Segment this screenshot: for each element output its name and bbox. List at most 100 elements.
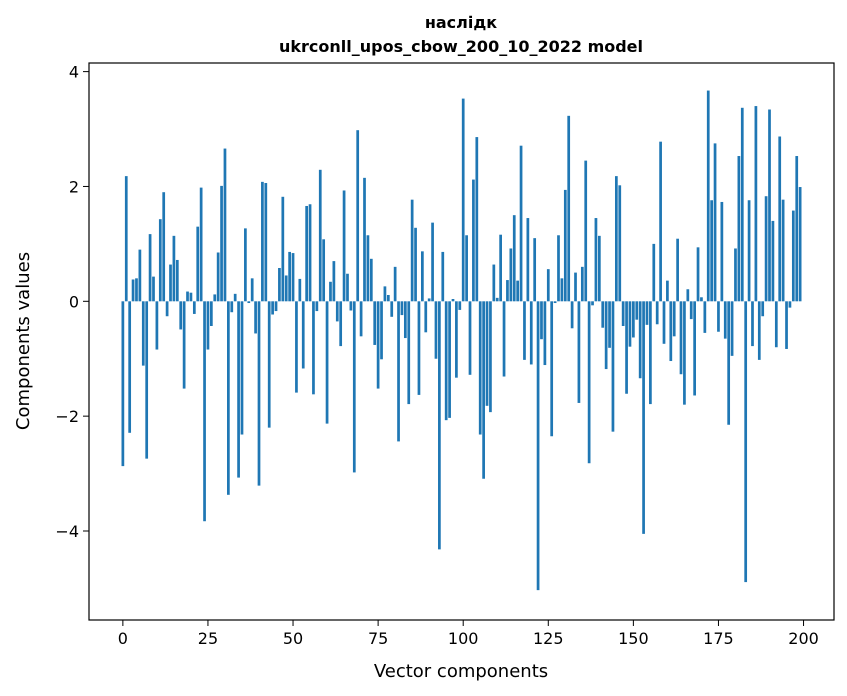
x-axis-label: Vector components — [374, 661, 548, 682]
bar — [577, 301, 581, 403]
bar — [141, 301, 145, 366]
bar — [288, 251, 291, 302]
bar — [315, 301, 319, 312]
bar — [461, 98, 465, 302]
bar — [591, 301, 594, 306]
bar — [233, 293, 237, 302]
bar — [795, 156, 799, 302]
bar — [209, 301, 213, 326]
bar — [506, 280, 509, 302]
bar — [604, 301, 608, 370]
bar — [335, 301, 339, 322]
bar — [791, 210, 795, 302]
y-tick-label: −4 — [55, 522, 79, 541]
bar — [284, 275, 288, 302]
bar — [322, 239, 326, 302]
bar — [329, 281, 332, 302]
bar — [502, 301, 506, 377]
x-axis-ticks: 0 25 50 75 100 125 150 175 200 — [118, 620, 819, 648]
bar — [611, 301, 615, 432]
bar — [247, 301, 251, 304]
bar — [608, 301, 611, 348]
bar — [400, 301, 404, 316]
bar — [720, 201, 724, 302]
bar — [427, 298, 431, 302]
bar — [359, 301, 363, 337]
bar — [417, 301, 421, 395]
bar — [533, 238, 537, 302]
x-tick-label: 0 — [118, 629, 128, 648]
bar — [349, 301, 353, 311]
bar — [601, 301, 605, 328]
bar — [410, 199, 414, 302]
bar — [128, 301, 132, 433]
bar — [635, 301, 639, 320]
y-axis-label: Components values — [13, 252, 34, 430]
bar — [281, 196, 285, 302]
y-tick-label: 0 — [69, 292, 79, 311]
bar — [679, 301, 683, 375]
bar — [669, 301, 673, 362]
y-tick-label: 4 — [69, 63, 79, 82]
bar — [434, 301, 438, 359]
bar — [407, 301, 411, 405]
bar — [257, 301, 261, 486]
bar — [499, 234, 503, 302]
bar — [723, 301, 727, 339]
bar — [397, 301, 400, 442]
bar — [121, 301, 125, 467]
bar — [509, 248, 513, 302]
bar — [308, 204, 312, 302]
bar — [798, 187, 802, 302]
bar — [696, 247, 700, 302]
bar — [223, 148, 227, 302]
bar — [301, 301, 305, 369]
bar — [138, 249, 142, 302]
bar — [291, 253, 295, 302]
x-tick-label: 175 — [703, 629, 734, 648]
bar — [788, 301, 792, 308]
bar — [543, 301, 547, 366]
bar — [594, 218, 598, 302]
bar-series — [121, 90, 802, 591]
bar — [192, 301, 196, 314]
bar — [366, 235, 370, 302]
bar — [536, 301, 540, 591]
bar — [689, 301, 693, 320]
bar — [264, 183, 268, 302]
bar — [451, 299, 455, 302]
bar — [216, 252, 220, 302]
bar — [175, 259, 179, 302]
bar — [632, 301, 635, 338]
bar — [472, 179, 475, 302]
bar — [393, 266, 397, 302]
bar — [274, 301, 278, 312]
bar — [652, 243, 656, 302]
bar — [574, 272, 577, 302]
bar — [717, 301, 720, 332]
bar — [485, 301, 489, 406]
x-tick-label: 200 — [788, 629, 819, 648]
bar — [550, 301, 554, 437]
bar — [519, 145, 523, 302]
bar — [369, 258, 373, 302]
bar — [730, 301, 734, 356]
bar — [172, 235, 176, 302]
bar — [781, 199, 785, 302]
bar — [482, 301, 485, 479]
bar — [206, 301, 210, 350]
bar — [325, 301, 329, 424]
bar — [710, 200, 714, 302]
bar — [455, 301, 458, 378]
bar — [196, 226, 200, 302]
bar — [584, 160, 588, 302]
bar — [155, 301, 159, 350]
bar — [424, 301, 428, 333]
bar — [448, 301, 451, 418]
bar — [638, 301, 642, 379]
bar — [189, 292, 193, 302]
bar — [342, 190, 346, 302]
bar — [553, 301, 557, 304]
bar — [135, 278, 138, 302]
bar — [727, 301, 731, 425]
